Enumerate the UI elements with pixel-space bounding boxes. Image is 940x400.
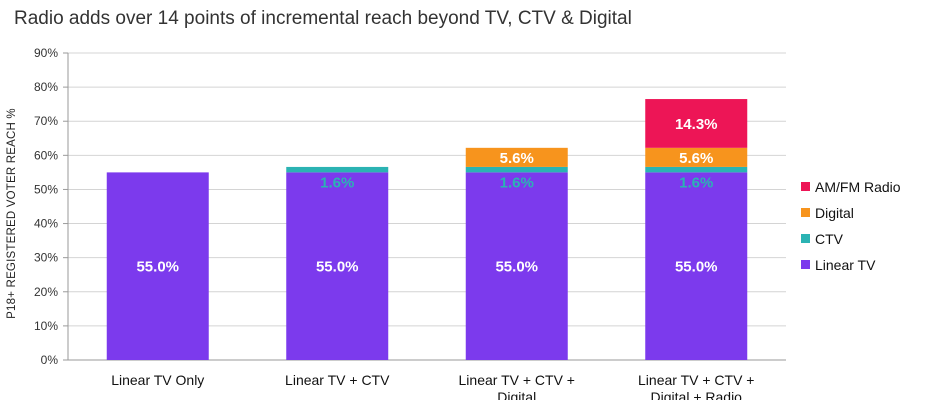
bar-segment-linear-tv [465,172,568,360]
y-tick-label: 40% [34,217,58,231]
y-axis: 0% 10% 20% 30% 40% 50% 60% 70% 80% 90% [34,46,69,367]
data-label: 55.0% [316,259,359,276]
data-label: 55.0% [495,259,538,276]
category-label: Linear TV Only [111,372,204,388]
bar-segment-linear-tv [106,172,209,360]
y-tick-label: 0% [41,353,59,367]
legend-entry: CTV [815,231,844,247]
legend: AM/FM Radio Digital CTV Linear TV [801,179,901,273]
category-label: Digital [497,389,536,400]
bar-segment-am-fm-radio [645,99,748,148]
x-axis-labels: Linear TV Only Linear TV + CTV Linear TV +… [111,372,754,400]
bar-segment-ctv [465,166,568,173]
legend-entry: Digital [815,205,854,221]
legend-swatch-digital [801,208,810,217]
y-tick-label: 50% [34,182,58,196]
data-label: 55.0% [675,259,718,276]
bar-segment-linear-tv [286,172,389,360]
bars: 55.0% 55.0% 1.6% 55.0% 1.6% 5.6% 55.0% 1.6% 5.6%… [106,99,748,360]
y-tick-label: 80% [34,80,58,94]
y-tick-label: 70% [34,114,58,128]
data-label: 1.6% [320,174,354,191]
data-label: 1.6% [500,174,534,191]
legend-swatch-ctv [801,234,810,243]
data-label: 14.3% [675,116,718,133]
legend-swatch-am-fm-radio [801,182,810,191]
bar-segment-digital [645,147,748,167]
y-axis-title: P18+ REGISTERED VOTER REACH % [6,108,18,319]
legend-entry: Linear TV [815,257,876,273]
y-tick-label: 20% [34,285,58,299]
bar-segment-digital [465,147,568,167]
chart-title: Radio adds over 14 points of incremental… [14,8,632,29]
legend-entry: AM/FM Radio [815,179,901,195]
y-tick-label: 60% [34,148,58,162]
legend-swatch-linear-tv [801,260,810,269]
y-tick-label: 90% [34,46,58,60]
y-tick-label: 10% [34,319,58,333]
category-label: Digital + Radio [651,389,743,400]
data-label: 55.0% [136,259,179,276]
data-label: 5.6% [500,150,534,167]
bar-segment-linear-tv [645,172,748,360]
bar-segment-ctv [286,166,389,173]
bar-segment-ctv [645,166,748,173]
data-label: 5.6% [679,150,713,167]
category-label: Linear TV + CTV [285,372,390,388]
y-tick-label: 30% [34,251,58,265]
data-label: 1.6% [679,174,713,191]
category-label: Linear TV + CTV + [459,372,575,388]
category-label: Linear TV + CTV + [638,372,754,388]
